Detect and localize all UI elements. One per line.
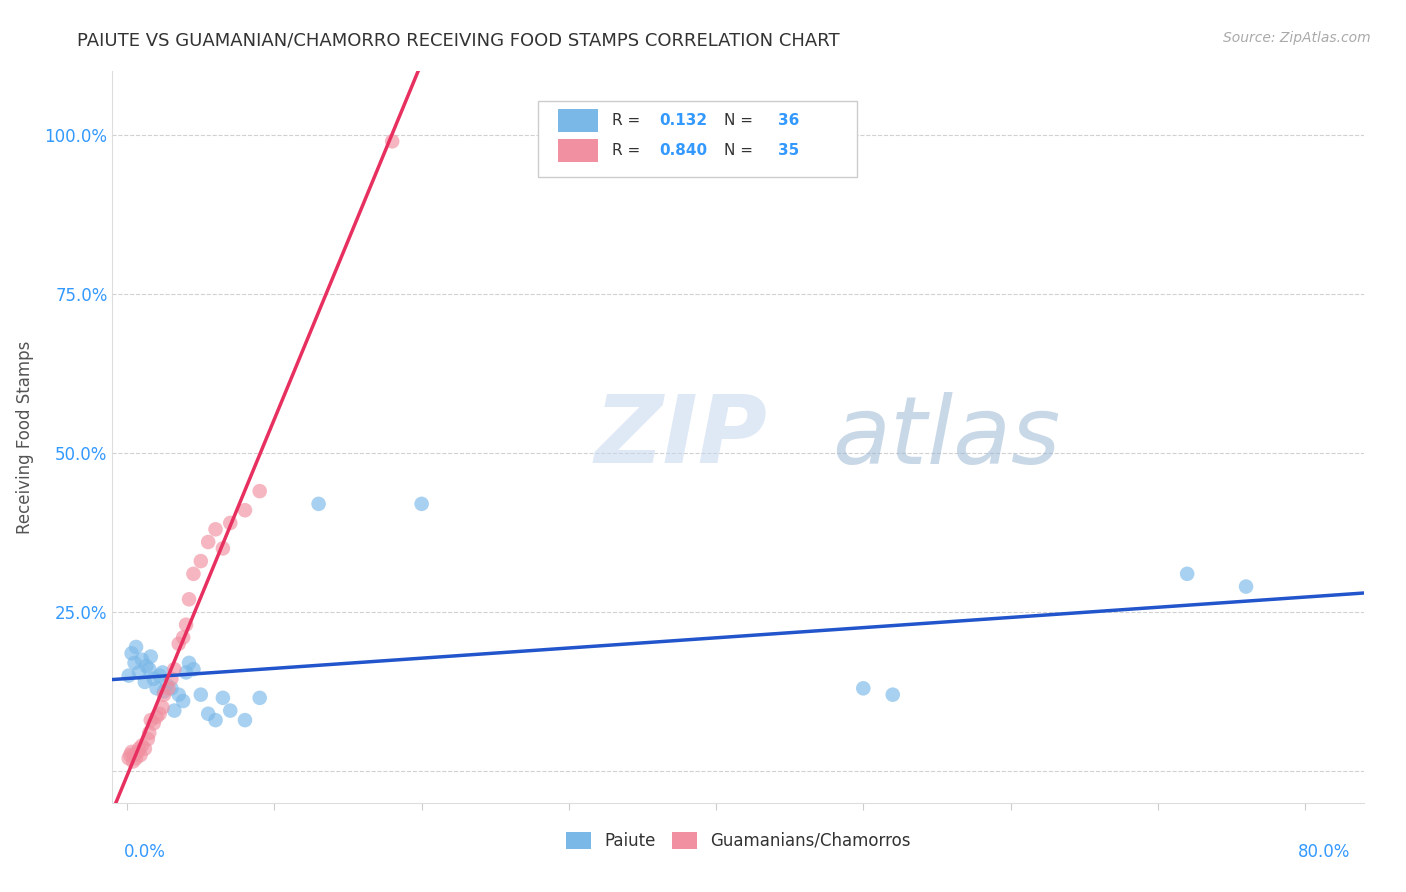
Point [249, 484, 271, 499]
Text: N =: N = [724, 143, 758, 158]
Point [204, 522, 226, 536]
Point [163, 704, 186, 718]
Text: 0.132: 0.132 [659, 113, 707, 128]
Point [177, 592, 200, 607]
Point [138, 662, 160, 676]
Point [212, 690, 235, 705]
Point [204, 713, 226, 727]
FancyBboxPatch shape [538, 101, 858, 178]
Point [118, 668, 141, 682]
Point [152, 700, 174, 714]
Point [160, 672, 183, 686]
Text: 35: 35 [778, 143, 800, 158]
Point [167, 688, 190, 702]
Point [156, 678, 179, 692]
Point [121, 646, 143, 660]
Text: N =: N = [724, 113, 758, 128]
FancyBboxPatch shape [558, 138, 598, 162]
Point [308, 497, 330, 511]
Point [153, 684, 176, 698]
Point [174, 617, 197, 632]
Text: atlas: atlas [832, 392, 1060, 483]
Point [381, 134, 404, 148]
Point [157, 681, 180, 696]
Point [1234, 580, 1257, 594]
Point [852, 681, 875, 696]
Point [124, 656, 146, 670]
Point [139, 713, 162, 727]
Point [411, 497, 433, 511]
Point [882, 688, 904, 702]
Point [142, 716, 165, 731]
Point [219, 704, 242, 718]
Point [219, 516, 242, 530]
Point [131, 739, 153, 753]
Legend: Paiute, Guamanians/Chamorros: Paiute, Guamanians/Chamorros [558, 825, 918, 856]
Text: ZIP: ZIP [595, 391, 768, 483]
Point [174, 665, 197, 680]
Point [163, 662, 186, 676]
Point [190, 688, 212, 702]
Point [135, 659, 157, 673]
Point [172, 631, 194, 645]
Point [125, 751, 148, 765]
Point [167, 637, 190, 651]
Point [124, 748, 146, 763]
Point [142, 672, 165, 686]
Point [197, 706, 219, 721]
Point [212, 541, 235, 556]
Y-axis label: Receiving Food Stamps: Receiving Food Stamps [15, 341, 34, 533]
Text: R =: R = [612, 113, 645, 128]
Point [177, 656, 200, 670]
Point [145, 681, 167, 696]
Point [138, 726, 160, 740]
Point [120, 748, 142, 763]
Point [190, 554, 212, 568]
Point [134, 741, 156, 756]
Text: 80.0%: 80.0% [1298, 843, 1350, 861]
Point [139, 649, 162, 664]
Text: 0.0%: 0.0% [124, 843, 166, 861]
Point [149, 668, 172, 682]
Point [153, 688, 176, 702]
Point [172, 694, 194, 708]
Text: R =: R = [612, 143, 645, 158]
Point [118, 751, 141, 765]
Point [197, 535, 219, 549]
Point [152, 665, 174, 680]
Point [134, 675, 156, 690]
Point [131, 653, 153, 667]
Text: 36: 36 [778, 113, 800, 128]
Text: 0.840: 0.840 [659, 143, 707, 158]
Point [121, 745, 143, 759]
Point [136, 732, 159, 747]
Point [233, 713, 256, 727]
Point [233, 503, 256, 517]
Point [129, 748, 152, 763]
FancyBboxPatch shape [558, 109, 598, 132]
Point [183, 662, 205, 676]
Point [1175, 566, 1198, 581]
Point [183, 566, 205, 581]
Point [128, 665, 150, 680]
Text: Source: ZipAtlas.com: Source: ZipAtlas.com [1223, 31, 1371, 45]
Point [145, 710, 167, 724]
Point [149, 706, 172, 721]
Point [249, 690, 271, 705]
Text: PAIUTE VS GUAMANIAN/CHAMORRO RECEIVING FOOD STAMPS CORRELATION CHART: PAIUTE VS GUAMANIAN/CHAMORRO RECEIVING F… [77, 31, 839, 49]
Point [125, 640, 148, 654]
Point [122, 755, 145, 769]
Point [127, 745, 149, 759]
Point [128, 741, 150, 756]
Point [160, 681, 183, 696]
